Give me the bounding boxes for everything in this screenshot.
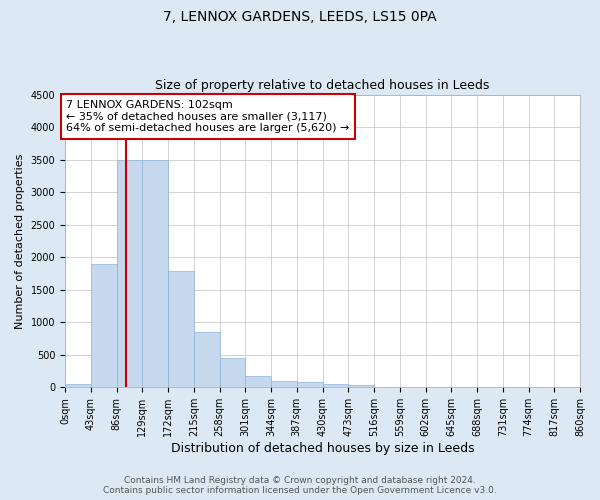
Bar: [168, 271, 194, 388]
Bar: [220, 358, 245, 388]
Y-axis label: Number of detached properties: Number of detached properties: [15, 154, 25, 328]
Bar: [142, 160, 168, 388]
Bar: [91, 264, 116, 388]
Text: 7 LENNOX GARDENS: 102sqm
← 35% of detached houses are smaller (3,117)
64% of sem: 7 LENNOX GARDENS: 102sqm ← 35% of detach…: [66, 100, 350, 133]
X-axis label: Distribution of detached houses by size in Leeds: Distribution of detached houses by size …: [171, 442, 475, 455]
Bar: [194, 332, 220, 388]
Bar: [348, 385, 374, 388]
Title: Size of property relative to detached houses in Leeds: Size of property relative to detached ho…: [155, 79, 490, 92]
Bar: [297, 382, 323, 388]
Bar: [271, 380, 297, 388]
Bar: [323, 384, 348, 388]
Text: Contains HM Land Registry data © Crown copyright and database right 2024.
Contai: Contains HM Land Registry data © Crown c…: [103, 476, 497, 495]
Bar: [65, 384, 91, 388]
Bar: [116, 160, 142, 388]
Bar: [245, 376, 271, 388]
Text: 7, LENNOX GARDENS, LEEDS, LS15 0PA: 7, LENNOX GARDENS, LEEDS, LS15 0PA: [163, 10, 437, 24]
